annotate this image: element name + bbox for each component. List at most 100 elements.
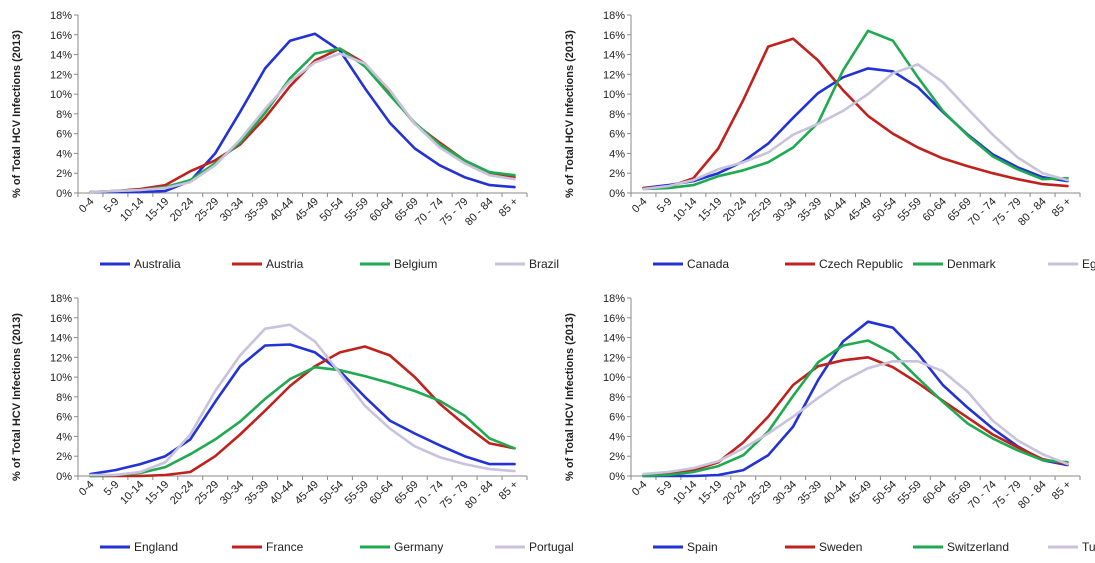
chart-4-ytick-label: 16% [603,313,625,325]
chart-3-xtick-label: 25-29 [193,479,221,507]
chart-4-ytick-label: 8% [609,392,625,404]
chart-2-legend-item: Canada [653,257,729,271]
chart-1-xtick-label: 60-64 [368,196,396,224]
chart-3-ytick-label: 0% [56,471,72,483]
chart-3-ytick-label: 18% [50,293,72,305]
chart-4-legend-label: Switzerland [947,540,1009,554]
chart-2-legend-item: Egypt [1048,257,1095,271]
chart-3-xtick-label: 40-44 [268,479,296,507]
chart-4-legend-label: Sweden [819,540,862,554]
chart-1-ytick-label: 10% [50,89,72,101]
chart-3-xtick-label: 55-59 [343,479,371,507]
chart-4-xtick-label: 25-29 [746,479,774,507]
chart-4-xtick-label: 0-4 [630,479,650,499]
chart-1-xtick-label: 25-29 [193,196,221,224]
chart-3-legend-item: France [232,540,304,554]
chart-1-series-line-australia [89,32,516,194]
chart-1-ytick-label: 0% [56,188,72,200]
chart-4-xtick-label: 30-34 [771,479,799,507]
chart-3-ytick-label: 10% [50,372,72,384]
chart-panel-3: 0% 2% 4% 6% 8% 10% 12% 14% 16% 18% 0-4 5-9 10-14 15-1… [0,283,574,558]
chart-3-legend-label: Portugal [529,540,574,554]
chart-2-series-line-canada [642,67,1069,190]
chart-panel-2: 0% 2% 4% 6% 8% 10% 12% 14% 16% 18% 0-4 5-9 10-14 15-1… [553,0,1095,275]
chart-2-ytick-label: 16% [603,30,625,42]
chart-1-xtick-label: 80 - 84 [463,196,496,229]
chart-3-series-line-england [89,343,516,476]
chart-4-ytick-label: 10% [603,372,625,384]
chart-4-legend-item: Turkey [1048,540,1095,554]
chart-2-xtick-label: 5-9 [655,196,675,216]
chart-2-ytick-label: 8% [609,109,625,121]
chart-2-xtick-label: 0-4 [630,196,650,216]
chart-4-xtick-label: 45-49 [846,479,874,507]
chart-1-xtick-label: 35-39 [243,196,271,224]
chart-2-xtick-label: 20-24 [721,196,749,224]
chart-3-ytick-label: 12% [50,352,72,364]
chart-3-xtick-label: 85 + [497,479,521,503]
chart-1-legend-label: Brazil [529,257,559,271]
chart-4-ytick-label: 6% [609,412,625,424]
chart-1-legend-label: Belgium [394,257,437,271]
chart-2-xtick-label: 40-44 [821,196,849,224]
chart-1-legend-item: Austria [232,257,304,271]
chart-3-legend-item: Germany [360,540,443,554]
chart-4-xtick-label: 5-9 [655,479,675,499]
chart-3-svg: 0% 2% 4% 6% 8% 10% 12% 14% 16% 18% 0-4 5-910-1415-1… [11,293,574,554]
chart-4-series-line-switzerland [642,339,1069,478]
chart-1-xtick-label: 0-4 [77,196,97,216]
chart-2-ytick-label: 10% [603,89,625,101]
chart-2-legend-item: Denmark [913,257,997,271]
chart-4-xtick-label: 15-19 [696,479,724,507]
chart-3-series-line-france [89,345,516,478]
chart-2-legend-label: Denmark [947,257,997,271]
chart-3-ytick-label: 4% [56,431,72,443]
chart-1-ytick-label: 6% [56,129,72,141]
chart-3-xtick-label: 15-19 [143,479,171,507]
chart-1-ytick-label: 16% [50,30,72,42]
chart-4-legend-item: Spain [653,540,718,554]
chart-2-ytick-label: 4% [609,148,625,160]
chart-2-ytick-label: 18% [603,10,625,22]
chart-4-ytick-label: 12% [603,352,625,364]
chart-1-xtick-label: 5-9 [102,196,122,216]
chart-3-xtick-label: 10-14 [118,479,146,507]
chart-2-svg: 0% 2% 4% 6% 8% 10% 12% 14% 16% 18% 0-4 5-910-1415-1… [564,10,1095,271]
chart-3-series-line-portugal [89,323,516,477]
chart-1-legend-item: Brazil [495,257,559,271]
chart-4-xtick-label: 80 - 84 [1016,479,1049,512]
chart-4-xtick-label: 35-39 [796,479,824,507]
chart-2-series-line-czech-republic [642,37,1069,190]
chart-2-series-line-egypt [642,63,1069,191]
chart-2-xtick-label: 60-64 [921,196,949,224]
chart-2-xtick-label: 45-49 [846,196,874,224]
chart-1-xtick-label: 20-24 [168,196,196,224]
chart-4-xtick-label: 40-44 [821,479,849,507]
chart-2-xtick-label: 85 + [1050,196,1074,220]
chart-1-ytick-label: 14% [50,50,72,62]
chart-4-ytick-label: 18% [603,293,625,305]
chart-3-legend-label: Germany [394,540,443,554]
chart-3-xtick-label: 45-49 [293,479,321,507]
chart-1-ytick-label: 4% [56,148,72,160]
chart-2-ytick-label: 14% [603,50,625,62]
chart-4-xtick-label: 50-54 [871,479,899,507]
chart-3-legend-label: England [134,540,178,554]
chart-2-ytick-label: 6% [609,129,625,141]
chart-3-xtick-label: 20-24 [168,479,196,507]
chart-4-legend-label: Turkey [1082,540,1095,554]
chart-3-legend-item: England [100,540,178,554]
chart-3-series-line-germany [89,365,516,478]
chart-1-xtick-label: 45-49 [293,196,321,224]
chart-2-ytick-label: 0% [609,188,625,200]
chart-2-xtick-label: 30-34 [771,196,799,224]
chart-2-ytick-label: 12% [603,69,625,81]
chart-2-legend-item: Czech Republic [785,257,903,271]
chart-1-ytick-label: 18% [50,10,72,22]
chart-4-xtick-label: 60-64 [921,479,949,507]
chart-4-ytick-label: 14% [603,333,625,345]
chart-4-series-line-turkey [642,360,1069,476]
chart-panel-1: 0% 2% 4% 6% 8% 10% 12% 14% 16% 18% 0-4 5-9 10-14 15-1… [0,0,559,275]
chart-1-ytick-label: 2% [56,168,72,180]
